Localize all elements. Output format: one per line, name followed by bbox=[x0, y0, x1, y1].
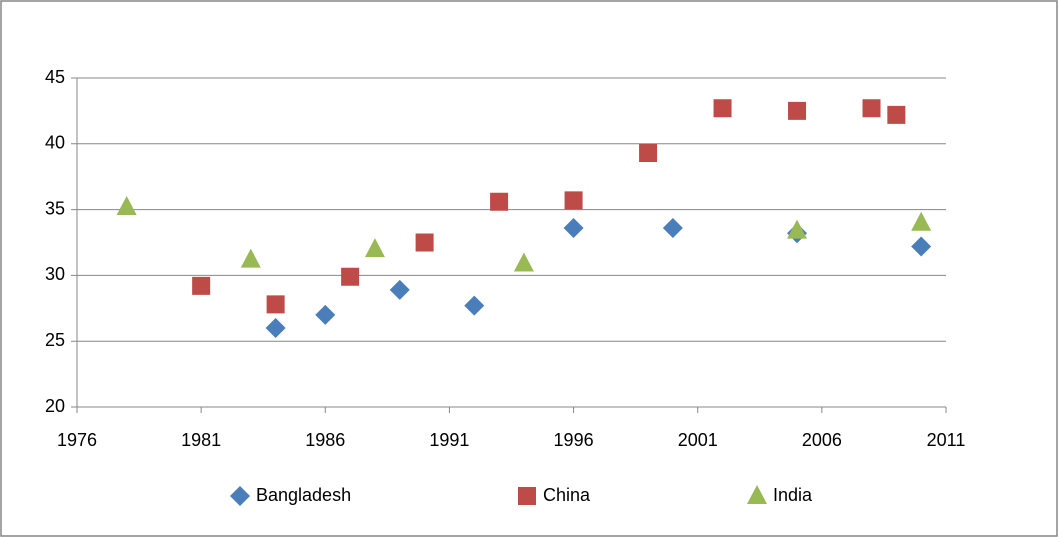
triangle-marker bbox=[364, 238, 385, 258]
triangle-marker bbox=[240, 248, 261, 268]
x-tick-label: 2006 bbox=[802, 430, 842, 450]
legend-label: India bbox=[773, 485, 813, 505]
legend-label: China bbox=[543, 485, 591, 505]
diamond-marker bbox=[315, 304, 336, 325]
square-marker bbox=[564, 191, 583, 210]
x-tick-label: 1996 bbox=[554, 430, 594, 450]
square-marker bbox=[415, 233, 434, 252]
square-marker bbox=[266, 295, 285, 314]
diamond-marker bbox=[464, 295, 485, 316]
triangle-marker bbox=[747, 485, 767, 504]
triangle-marker bbox=[911, 211, 932, 231]
x-tick-label: 1981 bbox=[181, 430, 221, 450]
square-marker bbox=[788, 101, 807, 120]
x-tick-label: 2011 bbox=[927, 430, 966, 450]
diamond-marker bbox=[265, 318, 286, 339]
diamond-marker bbox=[563, 218, 584, 239]
square-marker bbox=[192, 276, 211, 295]
diamond-marker bbox=[662, 218, 683, 239]
x-tick-label: 2001 bbox=[678, 430, 718, 450]
legend-label: Bangladesh bbox=[256, 485, 351, 505]
y-tick-label: 35 bbox=[45, 198, 65, 218]
y-tick-label: 30 bbox=[45, 264, 65, 284]
triangle-marker bbox=[116, 195, 137, 215]
square-marker bbox=[341, 267, 360, 286]
diamond-marker bbox=[389, 279, 410, 300]
square-marker bbox=[887, 105, 906, 124]
square-marker bbox=[713, 99, 732, 118]
diamond-marker bbox=[230, 486, 250, 506]
diamond-marker bbox=[911, 236, 932, 257]
x-tick-label: 1976 bbox=[57, 430, 97, 450]
square-marker bbox=[639, 144, 658, 163]
square-marker bbox=[518, 487, 536, 505]
y-tick-label: 20 bbox=[45, 396, 65, 416]
square-marker bbox=[862, 99, 881, 118]
square-marker bbox=[490, 192, 509, 211]
triangle-marker bbox=[787, 219, 808, 239]
y-tick-label: 45 bbox=[45, 67, 65, 87]
triangle-marker bbox=[513, 252, 534, 272]
x-tick-label: 1991 bbox=[429, 430, 469, 450]
y-tick-label: 25 bbox=[45, 330, 65, 350]
x-tick-label: 1986 bbox=[305, 430, 345, 450]
y-tick-label: 40 bbox=[45, 133, 65, 153]
